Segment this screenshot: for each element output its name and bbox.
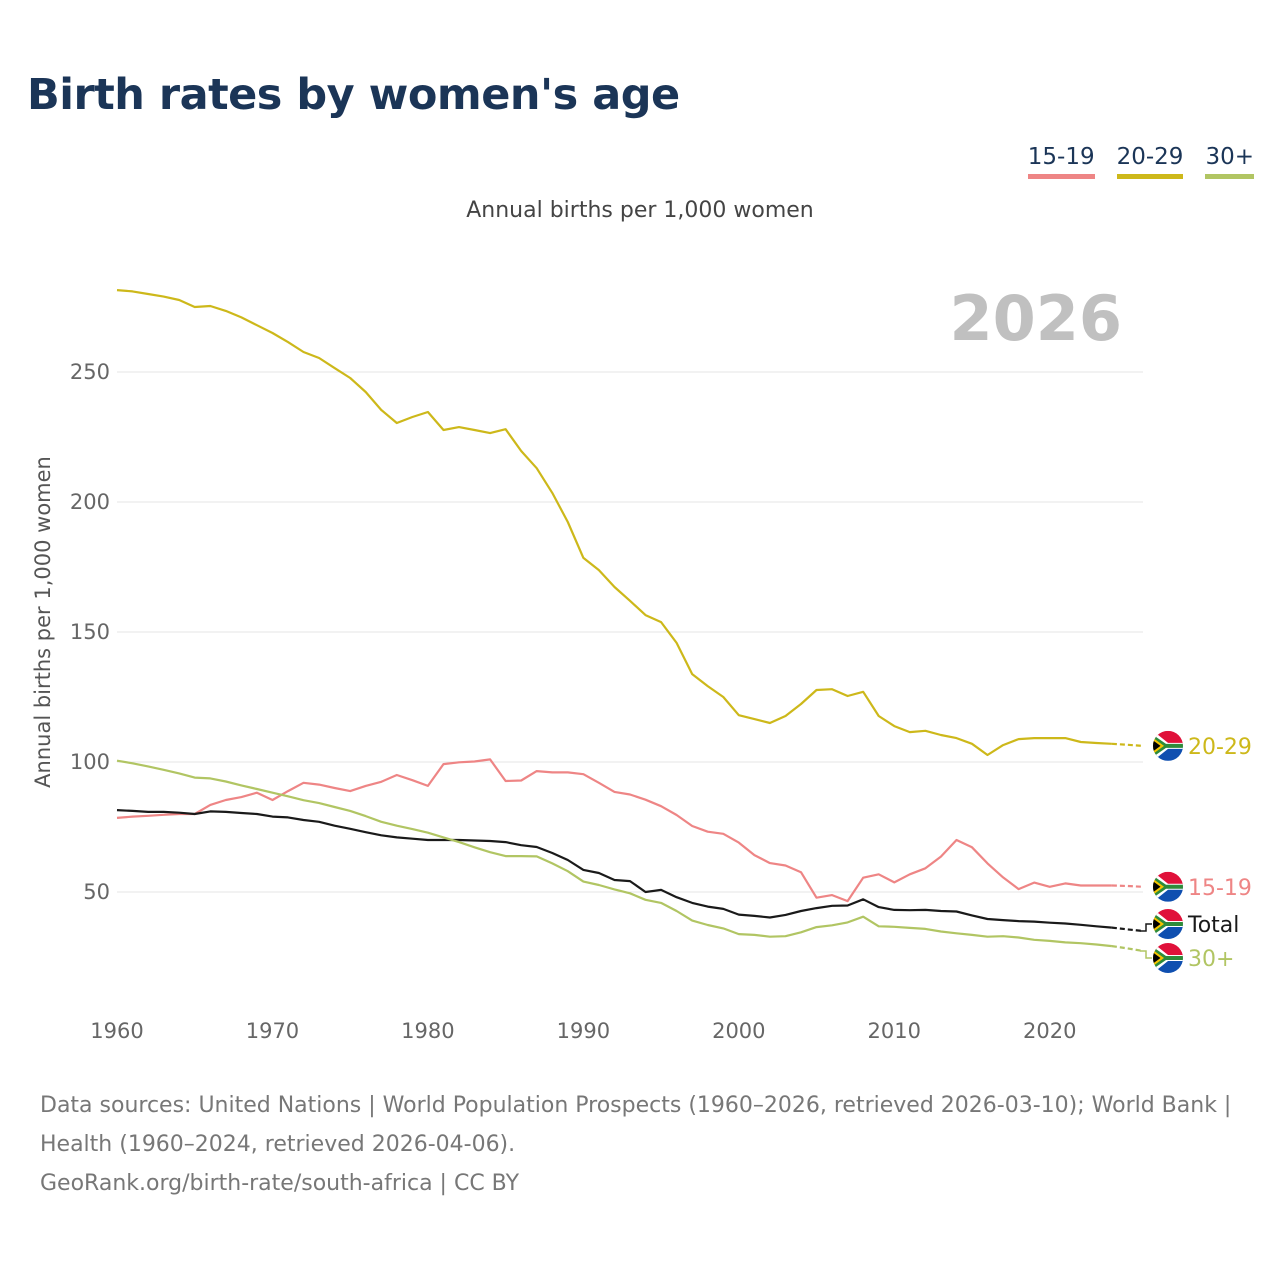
chart-title: Birth rates by women's age bbox=[27, 70, 680, 120]
end-label-total: Total bbox=[1187, 913, 1239, 938]
x-tick-label: 2020 bbox=[1023, 1019, 1076, 1043]
y-axis-label: Annual births per 1,000 women bbox=[31, 456, 55, 788]
series-end-labels: 20-29 15-19 Total 30+ bbox=[1140, 731, 1252, 973]
series-line-30-plus bbox=[116, 759, 1113, 948]
x-tick-label: 2010 bbox=[868, 1019, 921, 1043]
chart-subtitle: Annual births per 1,000 women bbox=[466, 198, 814, 223]
legend-item-15-19[interactable]: 15-19 bbox=[1027, 144, 1095, 179]
y-tick-label: 150 bbox=[70, 620, 110, 644]
x-tick-label: 1970 bbox=[246, 1019, 299, 1043]
y-tick-label: 250 bbox=[70, 360, 110, 384]
label-connector bbox=[1140, 923, 1152, 932]
end-label-15-19: 15-19 bbox=[1188, 876, 1252, 901]
series-projection-30-plus bbox=[1111, 945, 1144, 953]
label-connector bbox=[1140, 950, 1152, 959]
credit-link[interactable]: GeoRank.org/birth-rate/south-africa | CC… bbox=[40, 1171, 520, 1196]
south-africa-flag-icon bbox=[1153, 909, 1183, 939]
x-tick-label: 1960 bbox=[90, 1019, 143, 1043]
grid-lines bbox=[117, 371, 1143, 893]
line-chart: 50 100 150 200 250 1960 1970 1980 1990 2000 2010 2… bbox=[31, 282, 1252, 1043]
series-projection-20-29 bbox=[1111, 742, 1144, 747]
series-lines bbox=[116, 289, 1144, 953]
series-line-total bbox=[116, 809, 1112, 929]
y-axis-ticks: 50 100 150 200 250 bbox=[70, 360, 110, 904]
x-tick-label: 2000 bbox=[712, 1019, 765, 1043]
y-tick-label: 100 bbox=[70, 750, 110, 774]
series-line-20-29 bbox=[116, 289, 1112, 757]
series-projection-15-19 bbox=[1111, 884, 1144, 888]
y-tick-label: 50 bbox=[83, 880, 110, 904]
legend-item-30-plus[interactable]: 30+ bbox=[1205, 144, 1254, 179]
end-label-20-29: 20-29 bbox=[1188, 735, 1252, 760]
south-africa-flag-icon bbox=[1153, 872, 1183, 902]
south-africa-flag-icon bbox=[1153, 943, 1183, 973]
y-tick-label: 200 bbox=[70, 490, 110, 514]
series-projection-total bbox=[1111, 926, 1144, 933]
south-africa-flag-icon bbox=[1153, 731, 1183, 761]
end-label-30-plus: 30+ bbox=[1188, 947, 1234, 972]
legend-item-20-29[interactable]: 20-29 bbox=[1116, 144, 1184, 179]
x-tick-label: 1980 bbox=[401, 1019, 454, 1043]
footer: Data sources: United Nations | World Pop… bbox=[40, 1086, 1240, 1203]
x-tick-label: 1990 bbox=[557, 1019, 610, 1043]
x-axis-ticks: 1960 1970 1980 1990 2000 2010 2020 bbox=[90, 1019, 1076, 1043]
data-sources-note: Data sources: United Nations | World Pop… bbox=[40, 1093, 1232, 1157]
legend: 15-19 20-29 30+ bbox=[1027, 144, 1254, 179]
current-year-label: 2026 bbox=[949, 282, 1122, 355]
